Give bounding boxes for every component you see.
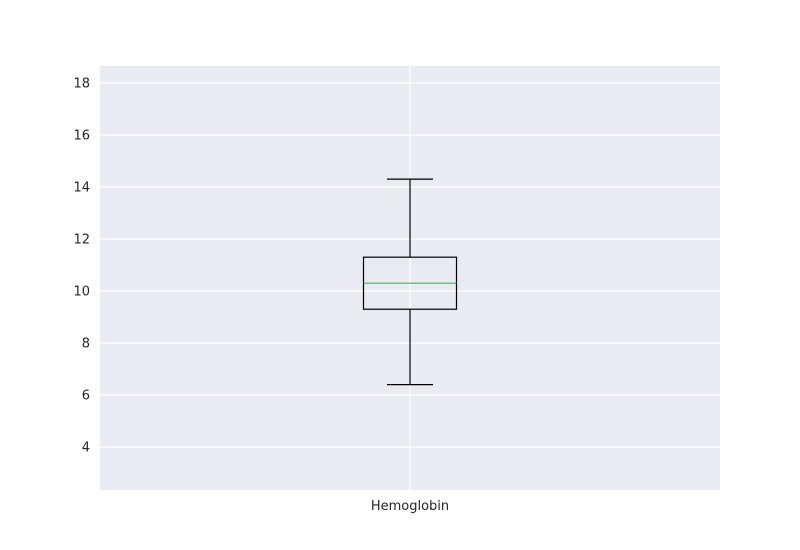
x-category-label: Hemoglobin: [371, 499, 449, 514]
y-tick-label: 16: [73, 128, 90, 143]
y-axis-ticks: 4 6 8 10 12 14 16 18: [73, 76, 90, 455]
y-tick-label: 14: [73, 180, 90, 195]
y-tick-label: 10: [73, 285, 90, 300]
box-series: [362, 178, 458, 386]
y-tick-label: 12: [73, 232, 90, 247]
y-tick-label: 8: [82, 337, 90, 352]
y-tick-label: 18: [73, 76, 90, 91]
x-axis-categories: Hemoglobin: [371, 499, 449, 514]
y-tick-label: 6: [82, 389, 90, 404]
y-tick-label: 4: [82, 441, 90, 456]
box-hemoglobin: [362, 178, 458, 386]
